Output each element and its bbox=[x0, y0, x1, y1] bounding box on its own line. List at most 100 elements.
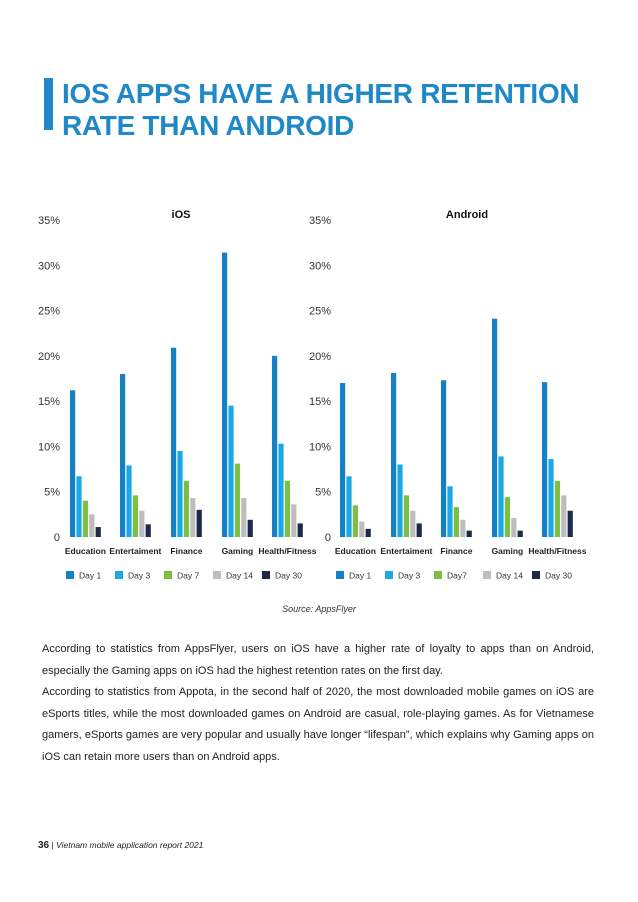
ios-bar-gaming-day1 bbox=[222, 252, 228, 537]
ios-bar-entertaiment-day14 bbox=[139, 510, 145, 537]
android-legend-label: Day 14 bbox=[496, 571, 523, 581]
android-x-tick-label: Finance bbox=[440, 546, 472, 556]
paragraph-2: According to statistics from Appota, in … bbox=[42, 686, 594, 763]
ios-legend-label: Day 14 bbox=[226, 571, 253, 581]
ios-bar-gaming-day30 bbox=[247, 519, 253, 537]
ios-legend-swatch-2 bbox=[164, 571, 172, 579]
android-bar-education-day1 bbox=[340, 383, 346, 537]
ios-legend-swatch-0 bbox=[66, 571, 74, 579]
ios-y-tick-label: 5% bbox=[44, 487, 60, 499]
android-legend-swatch-3 bbox=[483, 571, 491, 579]
android-bar-education-day14 bbox=[359, 521, 365, 537]
android-bar-entertaiment-day3 bbox=[397, 464, 403, 537]
report-name: Vietnam mobile application report 2021 bbox=[56, 840, 204, 850]
ios-bar-health-fitness-day30 bbox=[297, 523, 303, 537]
android-bar-health-fitness-day1 bbox=[542, 382, 548, 537]
android-bar-finance-day7 bbox=[453, 507, 459, 537]
android-bar-gaming-day14 bbox=[511, 517, 517, 537]
android-bar-finance-day1 bbox=[441, 380, 447, 537]
android-bar-entertaiment-day14 bbox=[410, 510, 416, 537]
ios-y-tick-label: 15% bbox=[38, 396, 60, 408]
android-y-tick-label: 5% bbox=[315, 487, 331, 499]
android-x-tick-label: Entertaiment bbox=[380, 546, 432, 556]
ios-y-tick-label: 25% bbox=[38, 306, 60, 318]
android-bar-health-fitness-day30 bbox=[567, 510, 573, 537]
ios-bar-health-fitness-day1 bbox=[272, 355, 278, 537]
android-bar-finance-day3 bbox=[447, 486, 453, 537]
ios-bar-education-day30 bbox=[95, 527, 101, 537]
android-bar-entertaiment-day7 bbox=[403, 495, 409, 537]
ios-legend-swatch-1 bbox=[115, 571, 123, 579]
ios-chart-title: iOS bbox=[172, 209, 191, 221]
android-y-tick-label: 15% bbox=[309, 396, 331, 408]
android-bar-gaming-day30 bbox=[517, 530, 523, 537]
ios-legend-label: Day 3 bbox=[128, 571, 150, 581]
ios-bar-education-day7 bbox=[82, 500, 88, 537]
ios-y-tick-label: 20% bbox=[38, 351, 60, 363]
body-text: According to statistics from AppsFlyer, … bbox=[42, 639, 594, 768]
ios-legend-swatch-3 bbox=[213, 571, 221, 579]
android-y-tick-label: 10% bbox=[309, 441, 331, 453]
android-bar-gaming-day3 bbox=[498, 456, 504, 537]
ios-legend-swatch-4 bbox=[262, 571, 270, 579]
ios-x-tick-label: Gaming bbox=[222, 546, 254, 556]
ios-legend-label: Day 7 bbox=[177, 571, 199, 581]
android-legend-swatch-1 bbox=[385, 571, 393, 579]
android-bar-education-day30 bbox=[365, 528, 371, 537]
android-y-tick-label: 25% bbox=[309, 306, 331, 318]
paragraph-1: According to statistics from AppsFlyer, … bbox=[42, 643, 594, 677]
ios-bar-entertaiment-day30 bbox=[145, 524, 151, 537]
android-bar-education-day7 bbox=[352, 505, 358, 537]
ios-x-tick-label: Health/Fitness bbox=[258, 546, 316, 556]
android-bar-finance-day14 bbox=[460, 519, 466, 537]
ios-bar-finance-day30 bbox=[196, 509, 202, 537]
android-bar-entertaiment-day30 bbox=[416, 523, 422, 537]
ios-bar-entertaiment-day7 bbox=[132, 495, 138, 537]
ios-y-tick-label: 30% bbox=[38, 260, 60, 272]
ios-bar-education-day3 bbox=[76, 476, 82, 537]
ios-bar-health-fitness-day14 bbox=[291, 504, 297, 537]
ios-bar-gaming-day3 bbox=[228, 405, 234, 537]
ios-bar-education-day1 bbox=[70, 390, 76, 537]
footer-separator: | bbox=[51, 840, 54, 850]
chart-source: Source: AppsFlyer bbox=[282, 604, 356, 614]
ios-x-tick-label: Education bbox=[65, 546, 106, 556]
android-legend-label: Day7 bbox=[447, 571, 467, 581]
ios-y-tick-label: 10% bbox=[38, 441, 60, 453]
android-y-tick-label: 30% bbox=[309, 260, 331, 272]
ios-y-tick-label: 0 bbox=[54, 532, 60, 544]
android-legend-label: Day 30 bbox=[545, 571, 572, 581]
page-number: 36 bbox=[38, 840, 50, 851]
ios-legend-label: Day 30 bbox=[275, 571, 302, 581]
android-bar-education-day3 bbox=[346, 476, 352, 537]
ios-bar-gaming-day14 bbox=[241, 498, 247, 537]
ios-bar-finance-day7 bbox=[183, 480, 189, 537]
android-legend-label: Day 3 bbox=[398, 571, 420, 581]
page-title: IOS APPS HAVE A HIGHER RETENTION RATE TH… bbox=[62, 78, 580, 141]
android-x-tick-label: Education bbox=[335, 546, 376, 556]
android-y-tick-label: 20% bbox=[309, 351, 331, 363]
android-x-tick-label: Gaming bbox=[492, 546, 524, 556]
android-y-tick-label: 0 bbox=[325, 532, 331, 544]
ios-bar-finance-day1 bbox=[171, 347, 177, 537]
android-bar-gaming-day7 bbox=[504, 497, 510, 537]
ios-bar-entertaiment-day1 bbox=[120, 373, 126, 537]
title-accent-bar bbox=[44, 78, 53, 130]
android-x-tick-label: Health/Fitness bbox=[528, 546, 586, 556]
page-footer: 36 | Vietnam mobile application report 2… bbox=[38, 840, 203, 851]
ios-bar-finance-day14 bbox=[190, 498, 196, 537]
ios-bar-education-day14 bbox=[89, 514, 95, 537]
ios-legend-label: Day 1 bbox=[79, 571, 101, 581]
android-legend-label: Day 1 bbox=[349, 571, 371, 581]
ios-x-tick-label: Entertaiment bbox=[109, 546, 161, 556]
ios-x-tick-label: Finance bbox=[170, 546, 202, 556]
ios-bar-finance-day3 bbox=[177, 450, 183, 537]
android-legend-swatch-0 bbox=[336, 571, 344, 579]
android-chart-title: Android bbox=[446, 209, 488, 221]
android-bar-health-fitness-day7 bbox=[554, 480, 560, 537]
ios-y-tick-label: 35% bbox=[38, 215, 60, 227]
android-legend-swatch-2 bbox=[434, 571, 442, 579]
ios-bar-health-fitness-day3 bbox=[278, 443, 284, 537]
